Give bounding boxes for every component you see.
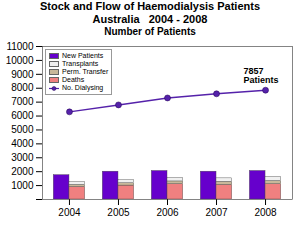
svg-text:2004: 2004 bbox=[58, 207, 81, 218]
svg-text:1000: 1000 bbox=[11, 180, 34, 191]
html-text:Perm. Transfer: Perm. Transfer bbox=[62, 68, 109, 75]
svg-text:11000: 11000 bbox=[6, 41, 34, 52]
svg-text:10000: 10000 bbox=[6, 55, 34, 66]
html-text:Transplants: Transplants bbox=[62, 60, 99, 67]
svg-text:3000: 3000 bbox=[11, 152, 34, 163]
html-text:New Patients: New Patients bbox=[62, 52, 104, 59]
svg-text:8000: 8000 bbox=[11, 82, 34, 93]
html-text:No. Dialysing: No. Dialysing bbox=[62, 84, 104, 91]
svg-text:2007: 2007 bbox=[205, 207, 228, 218]
html-text:Stock and Flow of Haemodialysi: Stock and Flow of Haemodialysis Patients bbox=[40, 0, 260, 12]
html-text:Deaths: Deaths bbox=[62, 76, 85, 83]
svg-text:9000: 9000 bbox=[11, 69, 34, 80]
html-text:Australia 2004 - 2008: Australia 2004 - 2008 bbox=[92, 13, 208, 25]
html-text:Number of Patients: Number of Patients bbox=[104, 26, 196, 37]
svg-text:2005: 2005 bbox=[107, 207, 130, 218]
svg-text:2006: 2006 bbox=[156, 207, 179, 218]
svg-text:5000: 5000 bbox=[11, 124, 34, 135]
svg-text:4000: 4000 bbox=[11, 138, 34, 149]
svg-text:7857Patients: 7857Patients bbox=[243, 66, 278, 85]
svg-text:2000: 2000 bbox=[11, 166, 34, 177]
svg-text:6000: 6000 bbox=[11, 110, 34, 121]
svg-text:7000: 7000 bbox=[11, 96, 34, 107]
svg-text:2008: 2008 bbox=[254, 207, 277, 218]
